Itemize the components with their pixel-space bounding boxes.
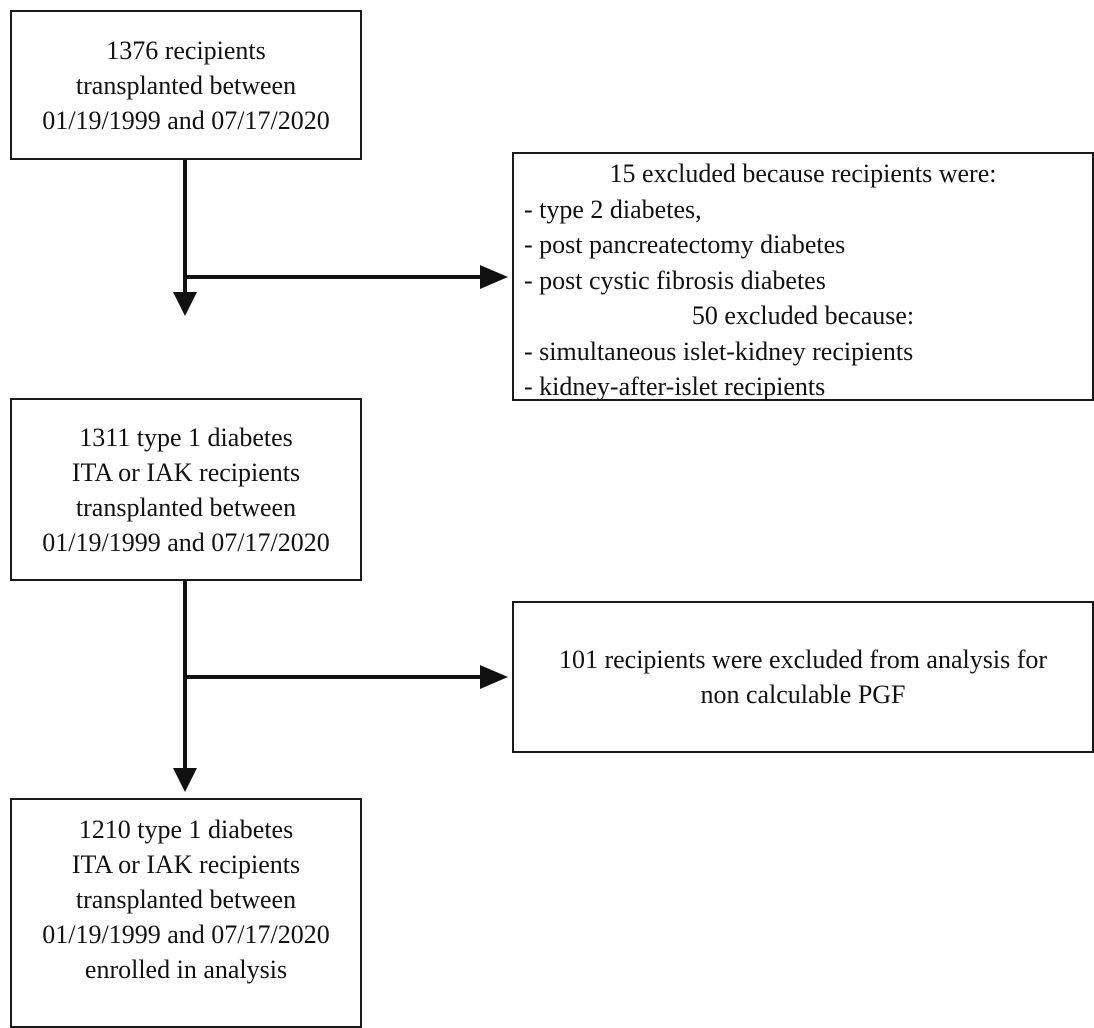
initial-line-3: 01/19/1999 and 07/17/2020 <box>42 105 330 135</box>
exclusion-1-item: - post pancreatectomy diabetes <box>524 230 846 259</box>
box-exclusion-1: 15 excluded because recipients were: - t… <box>512 152 1094 401</box>
box-initial-cohort: 1376 recipients transplanted between 01/… <box>10 10 362 160</box>
intermediate-line-2: ITA or IAK recipients <box>71 457 301 487</box>
final-line-2: ITA or IAK recipients <box>71 850 301 879</box>
exclusion-2-line-2: non calculable PGF <box>700 680 906 709</box>
box-exclusion-2: 101 recipients were excluded from analys… <box>512 601 1094 753</box>
exclusion-1-item: - simultaneous islet-kidney recipients <box>524 336 914 366</box>
final-line-1: 1210 type 1 diabetes <box>78 815 294 844</box>
exclusion-1-heading-2: 50 excluded because: <box>691 301 915 330</box>
final-line-4: 01/19/1999 and 07/17/2020 <box>42 920 330 949</box>
final-line-5: enrolled in analysis <box>84 955 288 984</box>
arrow-intermediate-to-final-head <box>173 768 197 792</box>
initial-line-1: 1376 recipients <box>106 35 266 65</box>
arrow-initial-to-intermediate-head <box>173 292 197 316</box>
exclusion-1-heading-1: 15 excluded because recipients were: <box>609 159 997 188</box>
initial-line-2: transplanted between <box>75 70 297 100</box>
arrow-to-exclusion-1-head <box>480 265 508 289</box>
exclusion-2-line-1: 101 recipients were excluded from analys… <box>558 645 1048 674</box>
intermediate-line-4: 01/19/1999 and 07/17/2020 <box>42 527 330 557</box>
exclusion-1-item: - post cystic fibrosis diabetes <box>524 265 826 295</box>
intermediate-line-3: transplanted between <box>75 492 297 522</box>
final-line-3: transplanted between <box>75 885 297 914</box>
exclusion-1-item: - kidney-after-islet recipients <box>524 372 826 401</box>
box-final-cohort: 1210 type 1 diabetes ITA or IAK recipien… <box>10 798 362 1028</box>
exclusion-1-item: - type 2 diabetes, <box>524 194 702 224</box>
intermediate-line-1: 1311 type 1 diabetes <box>79 422 293 452</box>
box-intermediate-cohort: 1311 type 1 diabetes ITA or IAK recipien… <box>10 398 362 581</box>
arrow-to-exclusion-2-head <box>480 665 508 689</box>
